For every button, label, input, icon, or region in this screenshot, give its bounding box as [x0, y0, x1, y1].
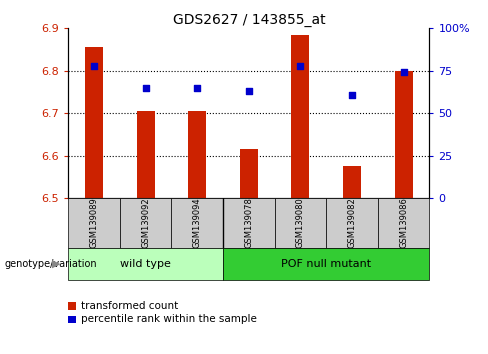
Text: GSM139092: GSM139092 [141, 198, 150, 249]
Bar [240, 149, 258, 198]
Bar [275, 198, 326, 248]
Text: GSM139086: GSM139086 [399, 198, 408, 249]
Bar [343, 166, 361, 198]
Text: ▶: ▶ [52, 259, 61, 269]
Text: wild type: wild type [120, 259, 171, 269]
Point [245, 88, 253, 94]
Text: GSM139094: GSM139094 [193, 198, 202, 249]
Text: GSM139082: GSM139082 [347, 198, 357, 249]
Point [142, 85, 150, 91]
Text: transformed count: transformed count [81, 301, 178, 311]
Point [193, 85, 201, 91]
Point [400, 70, 407, 75]
Bar [378, 198, 429, 248]
Bar [395, 71, 413, 198]
Bar [291, 35, 309, 198]
Text: POF null mutant: POF null mutant [281, 259, 371, 269]
Text: GSM139089: GSM139089 [90, 198, 99, 249]
Bar [68, 248, 223, 280]
Point [348, 92, 356, 97]
Bar [137, 111, 155, 198]
Bar [85, 47, 103, 198]
Bar [68, 198, 120, 248]
Text: GSM139078: GSM139078 [244, 198, 253, 249]
Bar [120, 198, 171, 248]
Text: percentile rank within the sample: percentile rank within the sample [81, 314, 256, 324]
Text: GSM139080: GSM139080 [296, 198, 305, 249]
Bar [223, 198, 275, 248]
Bar [171, 198, 223, 248]
Title: GDS2627 / 143855_at: GDS2627 / 143855_at [173, 13, 325, 27]
Point [90, 63, 98, 69]
Bar [326, 198, 378, 248]
Bar [188, 111, 206, 198]
Bar [223, 248, 429, 280]
Text: genotype/variation: genotype/variation [5, 259, 98, 269]
Point [297, 63, 305, 69]
